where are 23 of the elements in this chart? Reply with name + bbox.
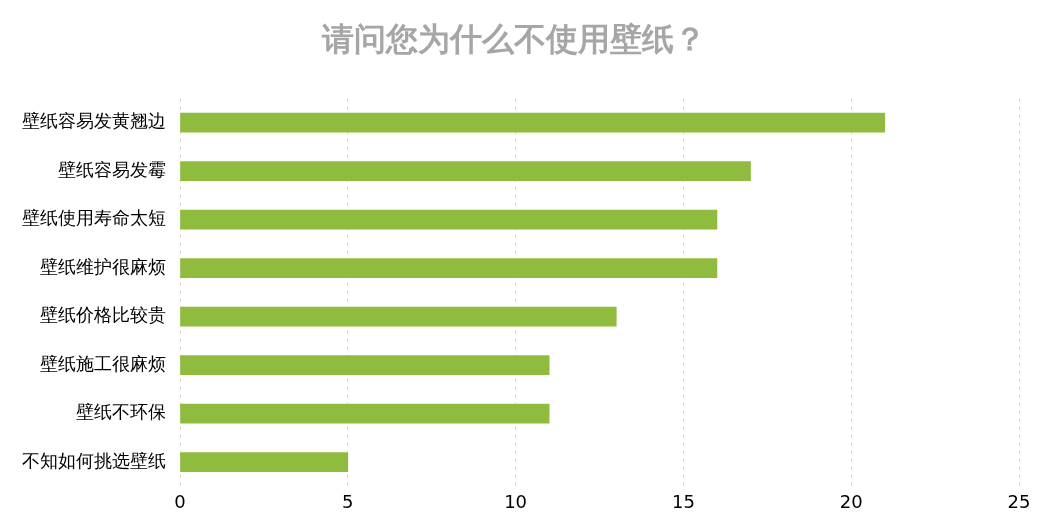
y-tick-label: 壁纸不环保 bbox=[76, 401, 166, 423]
bar bbox=[180, 403, 550, 424]
bar bbox=[180, 452, 349, 472]
bar bbox=[180, 258, 718, 278]
bar bbox=[180, 306, 617, 327]
y-tick-label: 壁纸施工很麻烦 bbox=[40, 352, 166, 374]
bar bbox=[180, 161, 751, 181]
bar bbox=[180, 209, 718, 230]
x-tick-label: 5 bbox=[342, 490, 354, 512]
x-tick-label: 25 bbox=[1007, 490, 1031, 512]
chart-title: 请问您为什么不使用壁纸？ bbox=[320, 19, 706, 58]
bar bbox=[180, 112, 886, 133]
y-tick-label: 壁纸使用寿命太短 bbox=[22, 207, 166, 229]
y-tick-label: 壁纸容易发霉 bbox=[58, 158, 166, 180]
x-tick-label: 0 bbox=[174, 490, 186, 512]
y-tick-label: 不知如何挑选壁纸 bbox=[22, 449, 166, 471]
x-tick-label: 10 bbox=[504, 490, 528, 512]
x-tick-label: 20 bbox=[839, 490, 863, 512]
y-tick-label: 壁纸价格比较贵 bbox=[40, 304, 166, 326]
x-tick-label: 15 bbox=[671, 490, 695, 512]
bar bbox=[180, 355, 550, 375]
y-tick-label: 壁纸容易发黄翘边 bbox=[22, 110, 166, 132]
y-tick-label: 壁纸维护很麻烦 bbox=[40, 255, 166, 277]
